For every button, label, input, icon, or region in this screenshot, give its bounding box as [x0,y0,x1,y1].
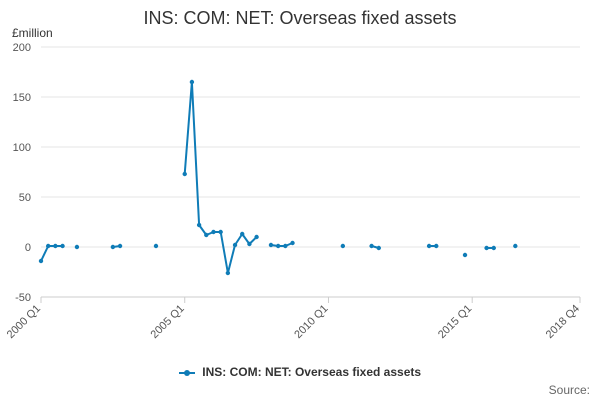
x-tick-label: 2005 Q1 [149,303,187,341]
data-point [434,243,439,249]
data-point [189,79,195,85]
legend-swatch [178,369,195,376]
data-point [211,229,216,235]
data-point [153,243,159,249]
data-point [247,241,252,247]
legend[interactable]: INS: COM: NET: Overseas fixed assets [0,365,600,379]
x-tick-label: 2000 Q1 [5,303,43,341]
data-point [268,242,274,248]
data-point [182,171,187,177]
data-point [240,231,245,237]
series-line [183,81,258,274]
data-point [60,243,65,249]
data-point [232,242,238,248]
data-point [74,244,80,250]
data-point [196,222,202,228]
data-point [290,240,295,246]
y-tick-label: 0 [25,242,31,254]
data-point [204,232,209,238]
y-tick-label: -50 [15,292,31,304]
data-point [491,245,496,251]
x-tick-label: 2018 Q4 [544,303,582,341]
data-point [38,258,44,264]
series-lines [40,81,494,274]
series-points [38,79,518,276]
y-tick-label: 200 [13,42,31,54]
data-point [462,252,468,258]
data-point [45,243,51,249]
data-point [376,245,381,251]
data-point [340,243,346,249]
legend-label: INS: COM: NET: Overseas fixed assets [202,365,422,379]
data-point [484,245,489,251]
series-line [40,245,63,262]
grid-lines [41,46,580,248]
y-axis-unit-label: £million [12,26,53,40]
x-tick-label: 2010 Q1 [292,303,330,341]
x-axis-ticks: 2000 Q1 2005 Q1 2010 Q1 2015 Q1 2018 Q4 [5,297,582,341]
y-tick-label: 100 [13,142,31,154]
data-point [110,244,116,250]
data-point [53,243,58,249]
x-tick-label: 2015 Q1 [436,303,474,341]
data-point [426,243,432,249]
y-tick-label: 150 [13,92,31,104]
chart-title: INS: COM: NET: Overseas fixed assets [143,8,457,28]
data-point [283,243,288,249]
data-point [369,243,374,249]
y-tick-label: 50 [19,192,31,204]
data-point [254,234,259,240]
data-point [225,270,231,276]
y-axis-ticks: -50 0 50 100 150 200 [13,42,31,304]
legend-marker [183,369,190,376]
data-point [513,243,518,249]
source-label: Source: [548,383,590,397]
data-point [117,243,123,249]
series-line [270,242,293,247]
chart-canvas: -50 0 50 100 150 200 2000 Q1 2005 Q1 2010 Q1 201… [5,42,582,341]
data-point [218,229,223,235]
data-point [275,243,281,249]
